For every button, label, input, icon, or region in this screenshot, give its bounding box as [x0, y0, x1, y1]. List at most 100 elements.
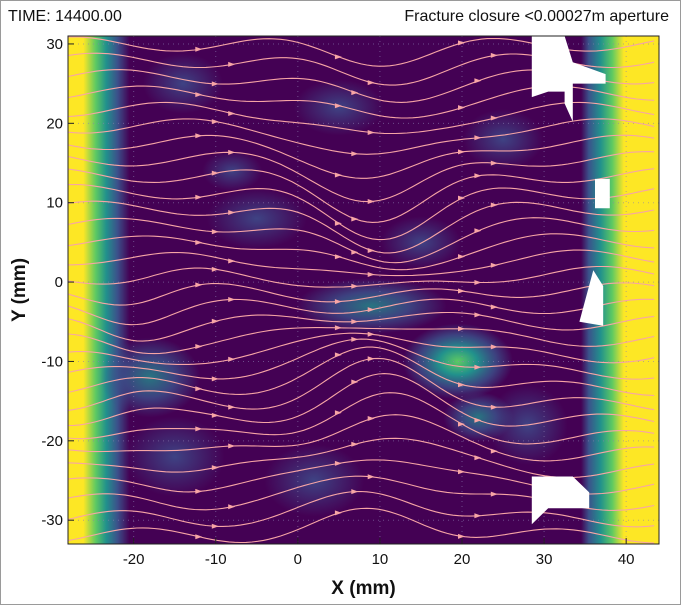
streamline — [68, 183, 655, 241]
streamline-arrow — [458, 469, 465, 475]
streamline-arrow — [490, 52, 498, 58]
streamline — [68, 217, 655, 264]
time-label: TIME: 14400.00 — [8, 8, 122, 25]
streamline-arrow — [474, 78, 482, 84]
streamline — [68, 134, 655, 179]
x-axis-label: X (mm) — [331, 578, 395, 599]
streamline-arrow — [195, 488, 203, 494]
streamline-arrow — [474, 173, 482, 179]
streamline-arrow — [367, 356, 375, 362]
streamline — [68, 265, 655, 288]
x-tick-label: 20 — [454, 551, 471, 568]
closed-fracture-region — [531, 36, 606, 122]
streamline-arrow — [351, 216, 359, 222]
streamline-arrow — [490, 115, 498, 121]
chart-title: Fracture closure <0.00027m aperture — [404, 8, 669, 25]
streamline-arrow — [211, 266, 219, 272]
streamline-arrow — [490, 344, 498, 350]
streamline-arrow — [474, 513, 482, 519]
streamline-arrow — [458, 288, 465, 294]
streamline-arrow — [228, 443, 236, 449]
streamline-arrow — [228, 297, 236, 302]
contour-patch — [380, 216, 461, 269]
streamline-arrow — [195, 426, 203, 432]
streamline-arrow — [211, 376, 219, 382]
streamline-arrow — [228, 258, 236, 264]
streamline-arrow — [474, 280, 482, 285]
streamline-arrow — [334, 220, 342, 226]
streamline — [68, 118, 655, 155]
contour-patch — [264, 444, 365, 517]
streamline — [68, 373, 655, 427]
streamline-arrow — [351, 151, 359, 157]
contour-patch — [293, 79, 384, 136]
streamline-arrow — [458, 533, 465, 539]
streamline-arrow — [195, 133, 203, 139]
streamline-arrow — [474, 417, 482, 423]
y-tick-label: 0 — [55, 274, 63, 291]
streamline-arrow — [474, 455, 482, 461]
closed-fracture-region — [595, 178, 610, 209]
streamline-arrow — [367, 130, 375, 135]
streamline — [68, 414, 655, 462]
streamline-arrow — [334, 172, 342, 178]
streamline-arrow — [367, 199, 375, 204]
plot-border — [67, 35, 660, 545]
closed-fracture-region — [531, 476, 590, 525]
streamline-arrow — [351, 336, 359, 342]
streamline-arrow — [490, 160, 498, 166]
streamline-arrow — [334, 460, 342, 466]
y-tick-label: 20 — [46, 115, 63, 132]
streamline-arrow — [211, 119, 219, 125]
x-tick-label: -10 — [205, 551, 227, 568]
streamline — [68, 311, 655, 342]
streamline-arrow — [458, 326, 465, 332]
contour-patch — [124, 416, 225, 497]
left-boundary-zone — [68, 36, 130, 544]
streamline-arrow — [474, 228, 482, 234]
y-tick-label: -20 — [41, 433, 63, 450]
streamline-arrow — [211, 465, 219, 471]
streamline — [68, 249, 655, 277]
streamline-arrow — [195, 194, 203, 200]
streamline — [68, 357, 655, 411]
streamline-arrow — [195, 386, 203, 392]
streamline-arrow — [351, 379, 359, 385]
x-tick-label: -20 — [123, 551, 145, 568]
streamline-arrow — [195, 344, 203, 349]
streamline-arrow — [351, 249, 359, 255]
streamline-arrow — [367, 416, 375, 421]
streamline-arrow — [490, 202, 498, 208]
streamline-arrow — [367, 248, 375, 253]
streamline — [68, 233, 655, 271]
streamline-arrow — [367, 474, 375, 480]
streamline — [68, 332, 655, 365]
streamline-arrow — [351, 90, 359, 96]
streamline — [68, 168, 655, 223]
streamline-arrow — [228, 61, 236, 67]
streamline-arrow — [211, 229, 219, 235]
streamline-arrow — [211, 523, 219, 529]
streamline-arrow — [351, 283, 359, 289]
streamline-arrow — [334, 103, 342, 109]
contour-zone-mid — [296, 277, 447, 334]
streamline-arrow — [334, 254, 342, 260]
streamline-arrow — [228, 356, 236, 362]
contour-patch — [206, 188, 307, 249]
streamline-arrow — [334, 410, 342, 416]
closed-fracture-region — [579, 270, 604, 326]
y-axis-label: Y (mm) — [9, 258, 30, 322]
streamline-arrow — [195, 534, 203, 540]
streamline-arrow — [474, 364, 482, 370]
x-tick-label: 0 — [294, 551, 302, 568]
streamline-arrow — [195, 92, 203, 98]
streamline-arrow — [211, 412, 219, 418]
streamline-arrow — [458, 254, 465, 260]
streamline-arrow — [490, 404, 498, 410]
streamline-arrow — [228, 404, 236, 410]
y-tick-label: -30 — [41, 512, 63, 529]
streamline-arrow — [458, 149, 465, 155]
y-tick-label: 10 — [46, 195, 63, 212]
streamline — [68, 282, 655, 306]
streamline-arrow — [367, 331, 375, 337]
